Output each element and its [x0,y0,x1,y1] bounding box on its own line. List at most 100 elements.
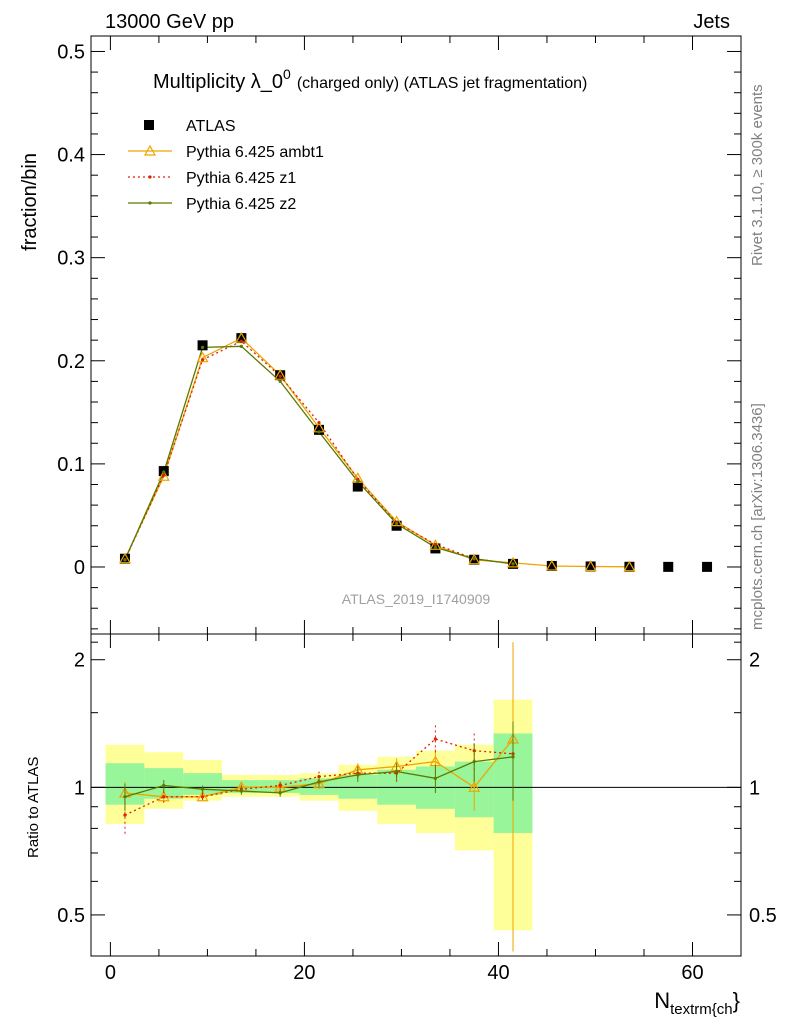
header-energy-label: 13000 GeV pp [105,11,234,33]
legend: ATLAS Pythia 6.425 ambt1 Pythia 6.425 z1 Py… [128,118,324,213]
legend-marker-1 [148,175,152,179]
ratio-point-2 [162,783,166,788]
data-point [313,424,324,435]
legend-label-0: Pythia 6.425 ambt1 [186,144,324,161]
legend-marker-data [144,120,154,130]
series-point-2 [356,479,360,484]
chart-title-suffix: (charged only) (ATLAS jet fragmentation) [297,75,588,92]
ratio-point-0 [468,781,481,792]
series-point-1 [278,374,282,378]
chart-title-main: Multiplicity λ_0 [153,71,283,93]
ratio-y-tick-label-right: 2 [749,650,760,672]
series-point-0 [429,539,442,550]
data-point [585,561,596,572]
ratio-point-2 [511,755,515,759]
data-point [663,561,674,572]
series-point-0 [545,559,558,571]
ratio-point-2 [317,780,321,784]
x-tick-label: 20 [293,962,315,984]
ratio-point-1 [200,795,205,799]
y-tick-label: 0.1 [57,454,85,476]
ratio-point-1 [433,737,438,741]
series-point-2 [511,562,515,566]
legend-marker-0 [143,144,157,156]
x-tick-label: 60 [681,962,703,984]
series-point-2 [472,557,476,561]
main-panel: 0 0.1 0.2 0.3 0.4 0.5 [57,35,742,635]
ratio-point-2 [123,795,127,799]
y-tick-label: 0.4 [57,145,85,167]
series-point-2 [239,344,243,348]
ratio-point-2 [356,773,360,777]
series-point-1 [162,473,166,477]
data-point [546,560,557,571]
x-axis-label: Ntextrm{ch} [654,988,740,1018]
ratio-point-1 [123,813,127,817]
ratio-panel: 0 20 40 60 0.5 0.5 1 1 2 2 [57,633,777,984]
ratio-point-1 [162,795,166,799]
ratio-y-tick-label-right: 0.5 [749,905,777,927]
x-tick-label: 40 [487,962,509,984]
ratio-point-2 [394,769,399,774]
series-point-1 [239,339,243,343]
series-point-2 [162,470,166,474]
x-axis-label-main: N [654,988,670,1013]
ratio-point-0 [196,790,209,802]
data-point [236,333,247,344]
ratio-point-2 [433,776,438,780]
series-point-1 [200,358,205,362]
legend-label-data: ATLAS [186,118,236,135]
series-point-0 [623,560,636,572]
chart-title-superscript: 0 [283,66,291,82]
ratio-y-tick-label: 1 [74,777,85,799]
rivet-version-label: Rivet 3.1.10, ≥ 300k events [749,84,766,266]
series-point-2 [123,558,127,562]
series-point-0 [390,515,403,527]
ratio-point-2 [200,787,205,791]
ratio-y-tick-label-right: 1 [749,777,760,799]
data-point [352,481,363,492]
data-point [197,340,208,351]
legend-marker-2 [148,201,152,205]
x-tick-label: 0 [105,962,116,984]
y-tick-label: 0 [74,557,85,579]
ratio-frame [90,633,742,957]
ratio-point-1 [278,783,282,788]
series-point-0 [157,470,170,481]
series-point-2 [394,522,399,526]
series-point-2 [200,345,205,349]
series-point-0 [196,351,209,363]
ratio-y-tick-label: 0.5 [57,905,85,927]
data-point [702,561,713,572]
legend-label-1: Pythia 6.425 z1 [186,170,296,187]
y-axis-label: fraction/bin [19,153,41,251]
series-point-0 [118,552,131,564]
series-point-0 [468,553,481,565]
series-point-0 [506,556,520,568]
series-line-0 [124,337,630,568]
mcplots-label: mcplots.cern.ch [arXiv:1306.3436] [749,403,766,630]
ratio-band-inner [338,774,378,799]
x-axis-label-subscript: textrm{ch [670,1001,733,1018]
ratio-point-2 [278,791,282,795]
chart-title: Multiplicity λ_00 (charged only) (ATLAS j… [153,66,587,93]
series-point-2 [433,545,438,549]
series-point-0 [274,368,287,380]
data-point [624,561,635,572]
y-tick-label: 0.2 [57,351,85,373]
series-point-2 [317,430,321,434]
x-axis-label-tail: } [733,988,740,1013]
y-tick-label: 0.3 [57,248,85,270]
ratio-point-2 [239,789,243,793]
series-line-2 [124,345,514,565]
ratio-y-axis-label: Ratio to ATLAS [25,757,42,858]
legend-label-2: Pythia 6.425 z2 [186,196,296,213]
analysis-label: ATLAS_2019_I1740909 [342,591,491,607]
header-jets-label: Jets [693,11,730,33]
ratio-point-2 [472,759,476,764]
series-point-0 [584,560,597,572]
series-point-1 [317,421,321,425]
ratio-y-tick-label: 2 [74,650,85,672]
series-point-1 [433,542,438,546]
